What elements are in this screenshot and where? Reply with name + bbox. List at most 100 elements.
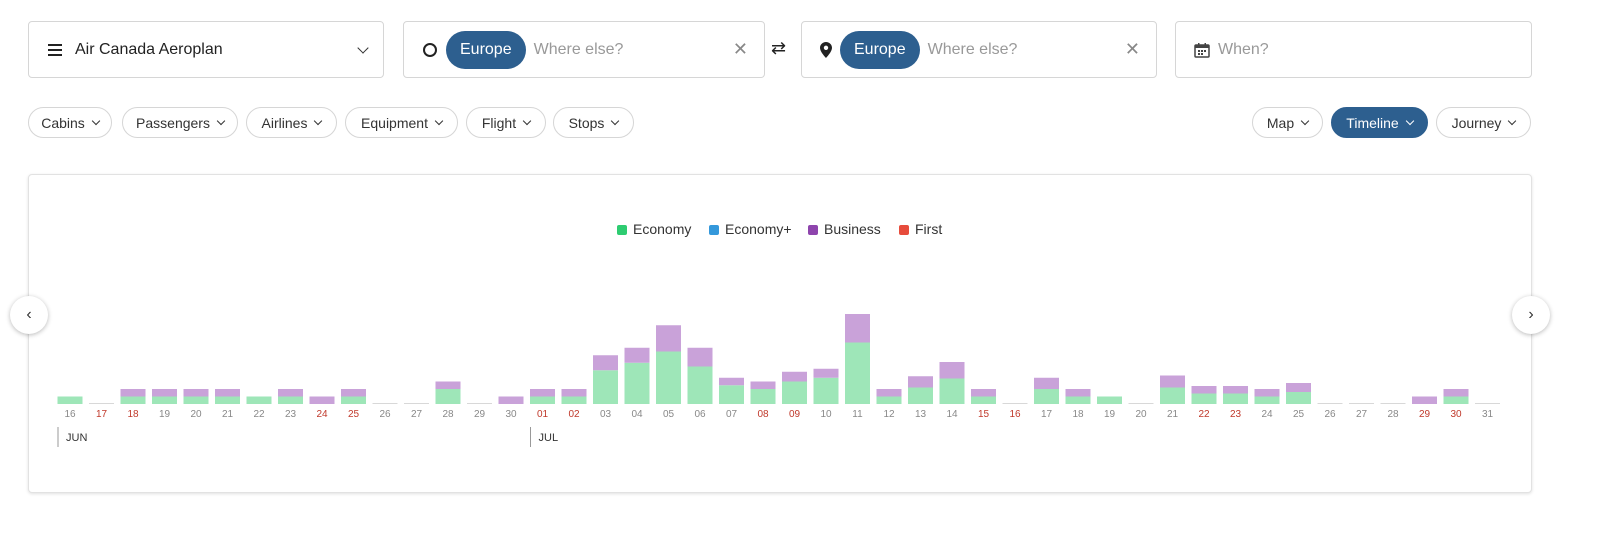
day-label: 01 [537,409,549,420]
date-input[interactable]: When? [1175,21,1532,78]
day-label: 30 [505,409,517,420]
day-label: 25 [1293,409,1305,420]
business-bar [341,389,366,397]
economy-bar [1191,393,1217,404]
filter-passengers[interactable]: Passengers [122,107,238,138]
origin-input[interactable]: Europe Where else? ✕ [403,21,765,78]
business-bar [1286,383,1311,392]
timeline-card: Economy Economy+ Business First 16 17 18 19 20 21… [28,174,1532,493]
filter-equipment[interactable]: Equipment [345,107,458,138]
business-bar [1412,396,1437,404]
destination-input[interactable]: Europe Where else? ✕ [801,21,1157,78]
legend-label: Economy [633,221,691,237]
month-label: JUL [539,432,559,444]
destination-chip[interactable]: Europe [840,30,920,69]
chevron-down-icon [314,116,323,125]
date-placeholder[interactable]: When? [1218,40,1269,58]
filter-flight[interactable]: Flight [466,107,546,138]
day-label: 30 [1450,409,1462,420]
economy-bar [1223,393,1248,404]
business-bar [939,362,965,379]
business-bar [750,381,776,389]
day-label: 26 [379,409,391,420]
day-label: 28 [1387,409,1399,420]
economy-bar [57,396,83,404]
economy-bar [624,362,650,404]
timeline-chart: Economy Economy+ Business First 16 17 18 19 20 21… [57,221,1500,447]
origin-placeholder[interactable]: Where else? [533,40,624,58]
program-selector[interactable]: Air Canada Aeroplan [28,21,384,78]
day-label: 08 [757,409,769,420]
destination-clear-icon[interactable]: ✕ [1124,39,1140,59]
day-label: 28 [442,409,454,420]
chevron-down-icon [611,116,620,125]
business-bar [1191,386,1217,394]
business-bar [845,314,870,343]
chevron-left-icon: ‹ [26,306,32,323]
business-bar [120,389,146,397]
empty-bar [404,403,429,404]
empty-bar [1475,403,1500,404]
economy-bar [1443,396,1469,404]
day-label: 20 [1135,409,1147,420]
economy-bar [813,377,839,404]
empty-bar [89,403,114,404]
economy-bar [530,396,555,404]
day-label: 29 [1419,409,1431,420]
economy-bar [1097,396,1122,404]
filter-stops[interactable]: Stops [553,107,634,138]
business-bar [908,376,933,388]
economy-bar [782,381,807,404]
map-pin-icon [820,41,832,58]
chevron-down-icon [1508,116,1517,125]
day-label: 24 [1261,409,1273,420]
legend-swatch [709,225,719,235]
day-label: 17 [1041,409,1053,420]
day-label: 11 [852,409,863,420]
day-label: 04 [631,409,643,420]
day-label: 12 [883,409,895,420]
view-map[interactable]: Map [1252,107,1323,138]
day-label: 21 [1167,409,1179,420]
chevron-down-icon [91,116,101,125]
prev-button[interactable]: ‹ [10,296,48,334]
origin-chip[interactable]: Europe [446,30,526,69]
legend-label: Economy+ [725,221,792,237]
empty-bar [1317,403,1343,404]
business-bar [561,389,587,397]
day-label: 13 [915,409,927,420]
swap-icon[interactable]: ⇄ [771,38,787,58]
day-label: 14 [946,409,958,420]
economy-bar [152,396,177,404]
next-button[interactable]: › [1512,296,1550,334]
filter-cabins[interactable]: Cabins [28,107,112,138]
legend-swatch [808,225,818,235]
business-bar [971,389,996,397]
legend-label: Business [824,221,881,237]
view-journey[interactable]: Journey [1436,107,1531,138]
economy-bar [1286,392,1311,404]
filter-label: Equipment [361,114,428,131]
economy-bar [1160,387,1185,404]
day-label: 16 [1009,409,1021,420]
business-bar [687,347,713,367]
day-label: 18 [127,409,139,420]
economy-bar [1065,396,1091,404]
day-label: 15 [978,409,990,420]
chevron-right-icon: › [1528,306,1534,323]
destination-placeholder[interactable]: Where else? [927,40,1018,58]
economy-bar [341,396,366,404]
chevron-down-icon [522,116,532,125]
day-label: 29 [474,409,486,420]
day-label: 05 [663,409,675,420]
empty-bar [1349,403,1374,404]
empty-bar [1128,403,1154,404]
business-bar [656,325,681,352]
view-timeline[interactable]: Timeline [1331,107,1428,138]
economy-bar [971,396,996,404]
day-label: 07 [726,409,738,420]
origin-clear-icon[interactable]: ✕ [732,39,748,59]
filter-airlines[interactable]: Airlines [246,107,337,138]
day-label: 27 [1356,409,1368,420]
day-label: 20 [190,409,202,420]
